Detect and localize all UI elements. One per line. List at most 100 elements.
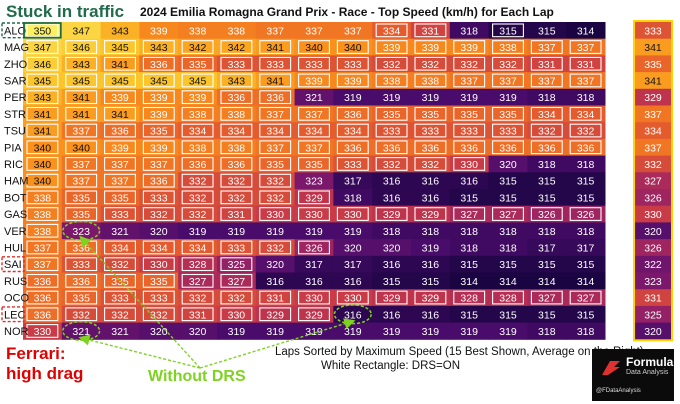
heatmap-cell	[139, 189, 179, 207]
heatmap-cell	[178, 222, 218, 240]
drs-on-marker	[142, 140, 175, 155]
cell-value-label: 339	[460, 42, 478, 54]
cell-value-label: 331	[189, 309, 207, 321]
heatmap-cell	[449, 289, 490, 307]
cell-value-label: 337	[34, 242, 52, 254]
drs-on-marker	[492, 140, 524, 155]
heatmap-cell	[294, 155, 334, 173]
cell-value-label: 329	[383, 293, 401, 305]
heatmap-cell	[566, 105, 606, 123]
chart-title: 2024 Emilia Romagna Grand Prix - Race - …	[140, 5, 554, 19]
drs-on-marker	[104, 190, 136, 205]
cell-value-label: 319	[189, 226, 207, 238]
heatmap-cell	[294, 255, 334, 273]
drs-on-marker	[298, 307, 330, 322]
heatmap-cell	[527, 105, 567, 123]
heatmap-cell	[61, 222, 102, 240]
heatmap-cell	[23, 239, 63, 257]
heatmap-cell	[566, 72, 606, 90]
drs-on-marker	[26, 106, 59, 121]
heatmap-cell	[255, 172, 296, 190]
heatmap-cell	[372, 255, 412, 273]
drs-on-marker	[414, 73, 447, 88]
cell-value-label: 319	[383, 92, 401, 104]
cell-value-label: 334	[189, 242, 207, 254]
cell-value-label: 332	[111, 309, 129, 321]
cell-value-label: 321	[72, 326, 90, 338]
driver-label: HAM	[4, 176, 28, 188]
heatmap-cell	[333, 289, 373, 307]
heatmap-cell	[411, 55, 451, 73]
cell-value-label: 333	[383, 126, 401, 138]
driver-label: LEC	[4, 309, 25, 321]
cell-value-label: 337	[499, 75, 517, 87]
drs-on-marker	[220, 40, 253, 54]
cell-value-label: 327	[460, 209, 478, 221]
cell-value-label: 315	[499, 192, 517, 204]
heatmap-cell	[333, 172, 373, 190]
cell-value-label: 332	[189, 192, 207, 204]
cell-value-label: 333	[228, 59, 246, 71]
heatmap-cell	[566, 322, 606, 340]
heatmap-cell	[372, 55, 412, 73]
cell-value-label: 315	[499, 309, 517, 321]
driver-label: PER	[4, 92, 27, 104]
drs-on-marker	[104, 173, 136, 188]
cell-value-label: 332	[228, 192, 246, 204]
cell-value-label: 337	[72, 176, 90, 188]
cell-value-label: 338	[383, 75, 401, 87]
average-value-label: 341	[644, 42, 662, 54]
heatmap-cell	[527, 205, 567, 223]
drs-on-marker	[26, 56, 59, 71]
cell-value-label: 333	[499, 126, 517, 138]
drs-on-marker	[142, 207, 175, 221]
drs-on-marker	[569, 290, 602, 305]
drs-on-marker	[181, 207, 214, 221]
cell-value-label: 328	[189, 259, 207, 271]
cell-value-label: 323	[305, 176, 323, 188]
cell-value-label: 345	[34, 75, 52, 87]
heatmap-cell	[449, 88, 490, 106]
average-cell	[634, 88, 672, 106]
heatmap-cell	[333, 22, 373, 40]
heatmap-cell	[178, 138, 218, 157]
average-column-frame	[633, 20, 673, 342]
cell-value-label: 329	[422, 293, 440, 305]
drs-on-marker	[181, 273, 214, 288]
heatmap-cell	[333, 105, 373, 123]
drs-on-marker	[336, 140, 369, 155]
heatmap-cell	[139, 222, 179, 240]
heatmap-cell	[255, 189, 296, 207]
heatmap-cell	[294, 289, 334, 307]
drs-on-marker	[104, 157, 136, 171]
heatmap-cell	[23, 205, 63, 223]
cell-value-label: 336	[538, 142, 556, 154]
drs-on-marker	[26, 157, 59, 171]
drs-on-marker	[26, 123, 59, 138]
cell-value-label: 337	[577, 75, 595, 87]
drs-on-marker	[220, 307, 253, 322]
drs-on-marker	[530, 56, 563, 71]
heatmap-cell	[217, 138, 257, 157]
heatmap-cell	[61, 38, 102, 56]
cell-value-label: 337	[150, 159, 168, 171]
heatmap-cell	[100, 22, 140, 40]
heatmap-cell	[217, 305, 257, 324]
heatmap-cell	[23, 322, 63, 340]
cell-value-label: 315	[577, 192, 595, 204]
cell-value-label: 340	[34, 159, 52, 171]
cell-value-label: 319	[266, 226, 284, 238]
cell-value-label: 343	[228, 75, 246, 87]
cell-value-label: 342	[228, 42, 246, 54]
heatmap-cell	[372, 172, 412, 190]
cell-value-label: 333	[266, 59, 284, 71]
heatmap-cell	[217, 88, 257, 106]
cell-value-label: 332	[111, 259, 129, 271]
cell-value-label: 334	[228, 126, 246, 138]
drs-on-marker	[492, 207, 524, 221]
heatmap-cell	[411, 38, 451, 56]
drs-on-marker	[26, 257, 59, 272]
drs-on-marker	[26, 173, 59, 188]
heatmap-cell	[488, 289, 528, 307]
heatmap-cell	[294, 239, 334, 257]
